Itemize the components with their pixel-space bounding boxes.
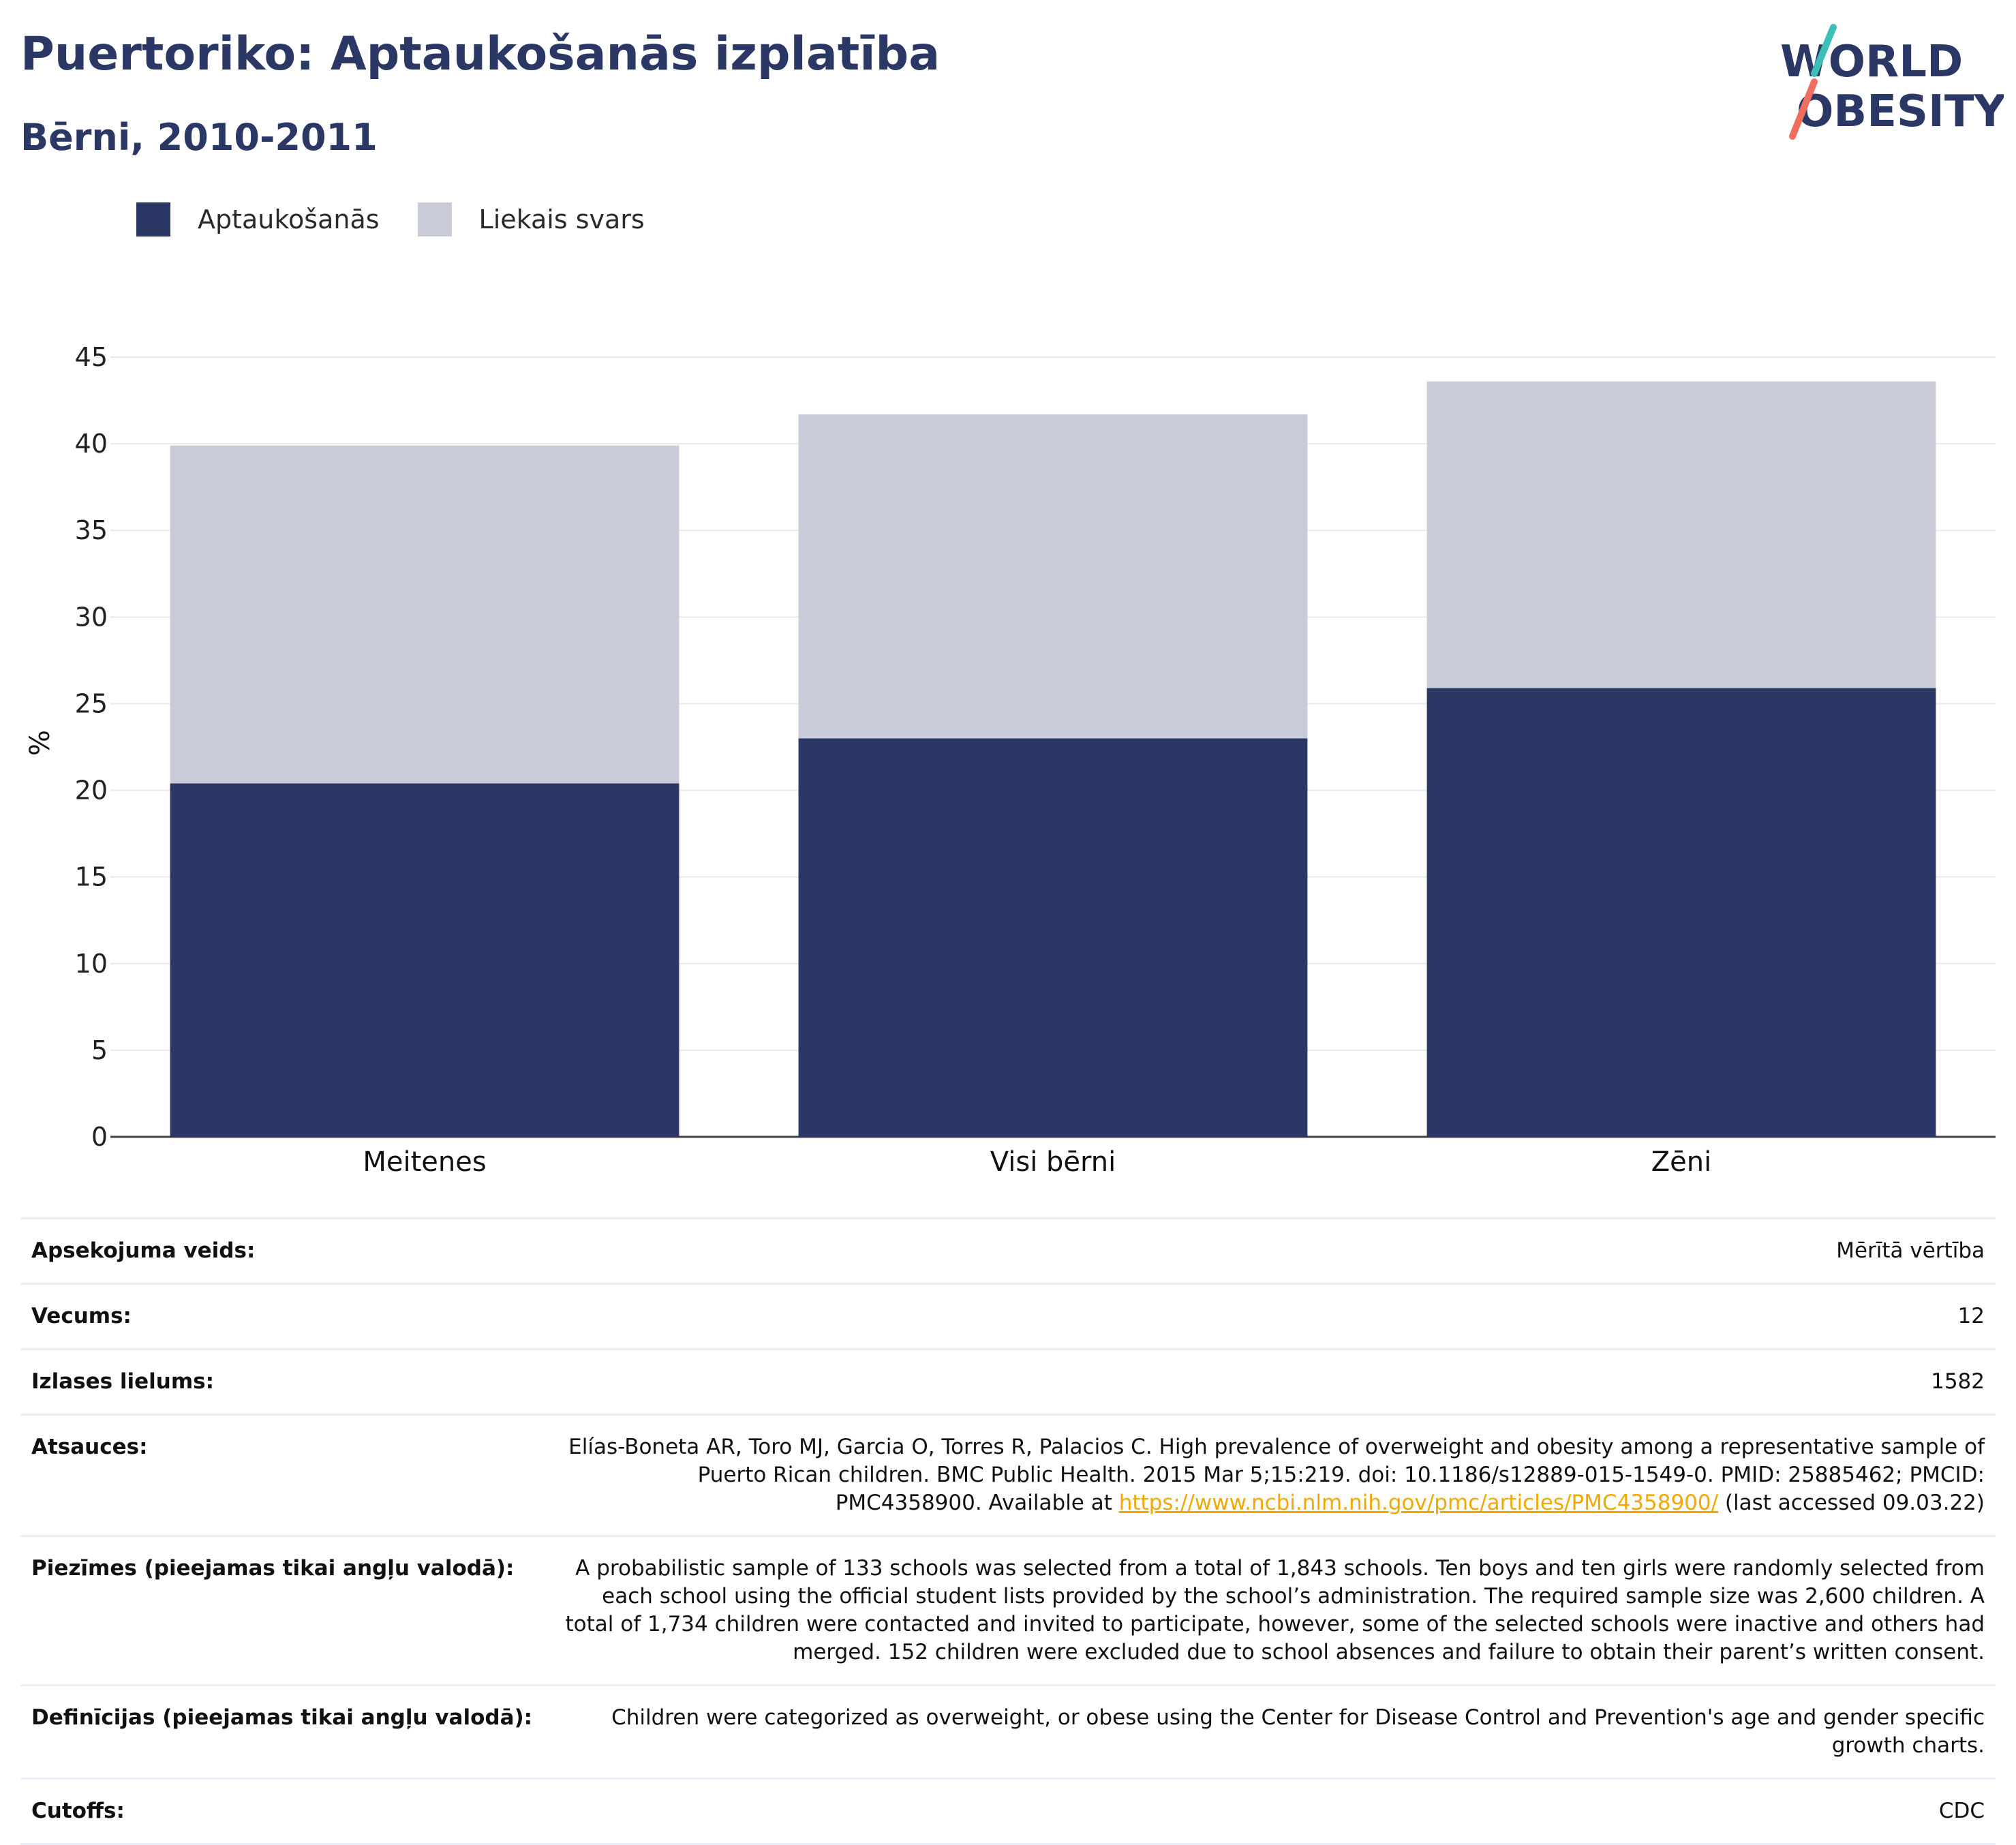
info-label: Apsekojuma veids: — [31, 1238, 256, 1263]
bar-obesity[interactable] — [170, 783, 679, 1137]
y-tick-label: 40 — [75, 429, 108, 459]
logo-word-obesity: OBESITY — [1797, 87, 2004, 137]
y-tick-label: 30 — [75, 602, 108, 632]
y-tick-label: 0 — [91, 1122, 108, 1152]
x-category-label: Meitenes — [363, 1146, 486, 1178]
logo-word-world: WORLD — [1780, 37, 1963, 87]
x-category-label: Zēni — [1651, 1146, 1711, 1178]
x-category-label: Visi bērni — [990, 1146, 1116, 1178]
stacked-bar-chart: 0 5 10 15 20 25 30 35 40 45 Meitenes Visi bērni Zēn… — [25, 342, 1996, 1178]
legend-label-obesity: Aptaukošanās — [198, 204, 380, 234]
info-value: 12 — [1957, 1304, 1985, 1328]
logo-slash-coral — [1789, 78, 1818, 140]
info-value: A probabilistic sample of 133 schools wa… — [565, 1556, 1985, 1664]
y-axis-ticks: 0 5 10 15 20 25 30 35 40 45 — [75, 342, 108, 1152]
legend-item-overweight[interactable]: Liekais svars — [417, 202, 645, 237]
reference-text: Elías-Boneta AR, Toro MJ, Garcia O, Torr… — [568, 1435, 1985, 1515]
y-tick-label: 15 — [75, 862, 108, 892]
info-value: Mērītā vērtība — [1836, 1238, 1985, 1263]
y-tick-label: 20 — [75, 776, 108, 806]
info-row-notes: Piezīmes (pieejamas tikai angļu valodā):… — [20, 1536, 1996, 1686]
world-obesity-logo: WORLD OBESITY — [1780, 24, 2004, 140]
info-label: Atsauces: — [31, 1435, 148, 1459]
info-value: Children were categorized as overweight,… — [611, 1705, 1985, 1758]
info-label: Piezīmes (pieejamas tikai angļu valodā): — [31, 1556, 515, 1581]
y-tick-label: 25 — [75, 688, 108, 718]
logo-slash-teal — [1811, 24, 1837, 77]
info-label: Vecums: — [31, 1304, 132, 1328]
x-axis-labels: Meitenes Visi bērni Zēni — [363, 1146, 1711, 1178]
y-tick-label: 5 — [91, 1035, 108, 1065]
info-label: Izlases lielums: — [31, 1369, 214, 1394]
legend-swatch-obesity — [136, 202, 170, 237]
bar-obesity[interactable] — [798, 738, 1308, 1137]
legend-item-obesity[interactable]: Aptaukošanās — [136, 202, 380, 237]
bar-overweight[interactable] — [170, 445, 679, 784]
info-value: CDC — [1938, 1799, 1985, 1823]
chart-title: Puertoriko: Aptaukošanās izplatība — [20, 27, 941, 81]
info-row-definitions: Definīcijas (pieejamas tikai angļu valod… — [20, 1685, 1996, 1779]
y-tick-label: 35 — [75, 515, 108, 545]
info-value: Elías-Boneta AR, Toro MJ, Garcia O, Torr… — [543, 1415, 1996, 1536]
info-row-survey-type: Apsekojuma veids: Mērītā vērtība — [20, 1218, 1996, 1284]
info-label: Definīcijas (pieejamas tikai angļu valod… — [31, 1705, 533, 1730]
reference-accessed: (last accessed 09.03.22) — [1718, 1491, 1985, 1515]
chart-subtitle: Bērni, 2010-2011 — [20, 116, 378, 159]
survey-info-table: Apsekojuma veids: Mērītā vērtība Vecums:… — [20, 1217, 1996, 1845]
bar-overweight[interactable] — [1426, 381, 1936, 688]
info-row-references: Atsauces: Elías-Boneta AR, Toro MJ, Garc… — [20, 1414, 1996, 1536]
reference-link[interactable]: https://www.ncbi.nlm.nih.gov/pmc/article… — [1118, 1491, 1719, 1515]
info-value: 1582 — [1931, 1369, 1985, 1394]
info-row-age: Vecums: 12 — [20, 1283, 1996, 1350]
bar-overweight[interactable] — [798, 414, 1308, 739]
bars — [170, 381, 1936, 1137]
y-tick-label: 10 — [75, 949, 108, 979]
legend-swatch-overweight — [417, 202, 452, 237]
y-axis-title: % — [25, 730, 56, 756]
info-row-sample-size: Izlases lielums: 1582 — [20, 1349, 1996, 1415]
bar-obesity[interactable] — [1426, 688, 1936, 1137]
legend-label-overweight: Liekais svars — [478, 204, 645, 234]
legend: Aptaukošanās Liekais svars — [136, 199, 683, 240]
y-tick-label: 45 — [75, 342, 108, 372]
info-label: Cutoffs: — [31, 1799, 125, 1823]
info-row-cutoffs: Cutoffs: CDC — [20, 1778, 1996, 1844]
